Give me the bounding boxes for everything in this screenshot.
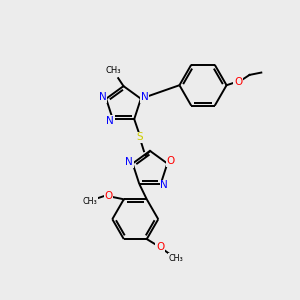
Text: O: O [234,77,242,87]
Text: N: N [106,116,114,126]
Text: N: N [125,157,133,167]
Text: CH₃: CH₃ [169,254,184,263]
Text: N: N [99,92,106,102]
Text: O: O [167,156,175,166]
Text: S: S [136,132,143,142]
Text: CH₃: CH₃ [83,196,98,206]
Text: O: O [156,242,164,252]
Text: N: N [140,92,148,102]
Text: O: O [104,191,112,201]
Text: CH₃: CH₃ [105,66,121,75]
Text: N: N [160,180,168,190]
